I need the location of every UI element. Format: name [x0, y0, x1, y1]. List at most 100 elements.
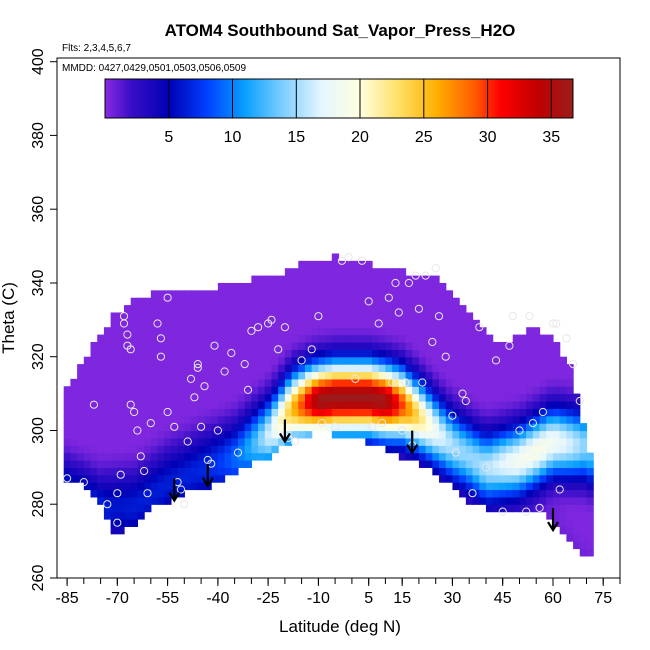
field-cell: [439, 305, 447, 314]
field-cell: [184, 393, 192, 402]
field-cell: [130, 349, 139, 358]
observation-point: [475, 323, 484, 332]
field-cell: [83, 467, 92, 476]
field-cell: [271, 371, 279, 380]
x-tick-label: 60: [544, 590, 562, 607]
field-cell: [110, 504, 118, 513]
field-cell: [311, 400, 319, 409]
field-cell: [506, 467, 514, 476]
field-cell: [345, 275, 353, 284]
observation-point: [562, 334, 571, 343]
observation-point: [103, 500, 112, 509]
field-cell: [546, 349, 554, 358]
field-cell: [372, 290, 380, 299]
field-cell: [546, 511, 554, 520]
field-cell: [499, 430, 507, 439]
field-cell: [144, 423, 152, 432]
field-cell: [418, 459, 427, 468]
field-cell: [566, 445, 574, 454]
observation-point: [136, 452, 145, 461]
field-cell: [345, 393, 353, 402]
field-cell: [351, 415, 360, 424]
field-cell: [130, 327, 139, 336]
field-cell: [90, 400, 98, 409]
field-cell: [244, 334, 252, 343]
observation-point: [314, 312, 323, 321]
field-cell: [264, 327, 273, 336]
field-cell: [512, 364, 521, 373]
field-cell: [264, 437, 273, 446]
field-cell: [278, 275, 286, 284]
field-cell: [63, 423, 71, 432]
field-cell: [472, 319, 480, 328]
field-cell: [398, 364, 407, 373]
field-cell: [117, 356, 125, 365]
field-cell: [499, 378, 507, 387]
colorbar-gradient: [104, 78, 574, 119]
field-cell: [231, 364, 239, 373]
field-cell: [137, 511, 145, 520]
field-cell: [211, 334, 219, 343]
field-cell: [184, 364, 192, 373]
field-cell: [485, 474, 494, 483]
field-cell: [331, 386, 340, 395]
field-cell: [325, 371, 333, 380]
field-cell: [137, 408, 145, 417]
field-cell: [70, 430, 78, 439]
field-cell: [566, 393, 574, 402]
field-cell: [385, 386, 393, 395]
field-cell: [197, 341, 206, 350]
observation-point: [240, 360, 249, 369]
field-cell: [217, 408, 226, 417]
field-cell: [392, 305, 400, 314]
observation-point: [522, 507, 531, 516]
field-cell: [204, 371, 212, 380]
field-cell: [137, 415, 145, 424]
field-cell: [271, 400, 279, 409]
field-cell: [372, 415, 380, 424]
field-cell: [150, 467, 159, 476]
field-cell: [291, 423, 299, 432]
field-cell: [358, 334, 366, 343]
field-cell: [566, 386, 574, 395]
field-cell: [124, 467, 132, 476]
field-cell: [392, 349, 400, 358]
field-cell: [271, 356, 279, 365]
field-cell: [532, 415, 541, 424]
field-cell: [110, 334, 118, 343]
field-cell: [90, 437, 98, 446]
field-cell: [351, 282, 360, 291]
field-cell: [499, 474, 507, 483]
field-cell: [465, 445, 474, 454]
observation-point: [119, 312, 129, 321]
field-cell: [217, 290, 226, 299]
field-cell: [150, 349, 159, 358]
colorbar: 5 10 15 20 25 30 35: [104, 78, 574, 146]
field-cell: [331, 253, 340, 262]
field-cell: [365, 371, 373, 380]
field-cell: [251, 297, 259, 306]
field-cell: [63, 474, 71, 483]
field-cell: [278, 290, 286, 299]
field-cell: [331, 371, 340, 380]
field-cell: [137, 371, 145, 380]
field-cell: [184, 408, 192, 417]
y-tick-label: 280: [30, 491, 47, 518]
field-cell: [130, 386, 139, 395]
field-cell: [519, 452, 527, 461]
field-cell: [519, 349, 527, 358]
field-cell: [318, 282, 326, 291]
field-cell: [405, 349, 413, 358]
field-cell: [197, 459, 206, 468]
field-cell: [204, 319, 212, 328]
field-cell: [405, 327, 413, 336]
field-cell: [499, 341, 507, 350]
observation-point: [458, 389, 467, 398]
field-cell: [298, 327, 306, 336]
observation-point: [126, 345, 135, 354]
field-cell: [539, 430, 547, 439]
field-cell: [586, 459, 594, 468]
field-cell: [137, 489, 145, 498]
field-cell: [150, 334, 159, 343]
field-cell: [539, 474, 547, 483]
